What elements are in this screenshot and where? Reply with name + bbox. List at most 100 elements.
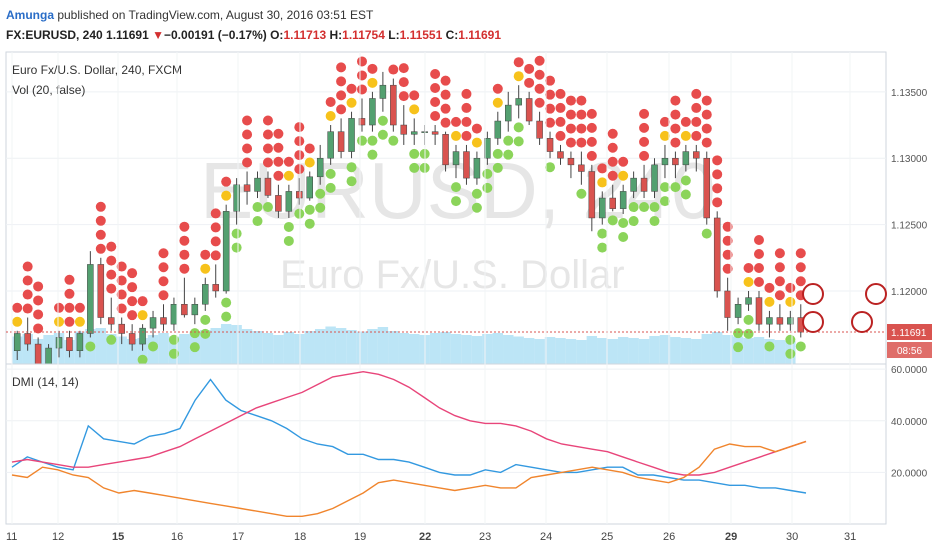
signal-marker-above bbox=[304, 157, 315, 168]
signal-marker-above bbox=[398, 77, 409, 88]
candle-body bbox=[275, 195, 282, 212]
candle-body bbox=[202, 284, 209, 305]
signal-marker-below bbox=[545, 162, 556, 173]
signal-marker-above bbox=[356, 84, 367, 95]
signal-marker-below bbox=[377, 115, 388, 126]
volume-bar bbox=[649, 336, 660, 364]
signal-marker-above bbox=[430, 111, 441, 122]
candle-body bbox=[578, 164, 585, 172]
signal-marker-above bbox=[64, 288, 75, 299]
signal-marker-above bbox=[680, 130, 691, 141]
signal-marker-above bbox=[430, 69, 441, 80]
signal-marker-above bbox=[785, 296, 796, 307]
signal-marker-above bbox=[242, 143, 253, 154]
signal-marker-above bbox=[565, 123, 576, 134]
dmi-lines bbox=[11, 370, 807, 517]
candle-body bbox=[108, 317, 115, 325]
volume-bar bbox=[565, 339, 577, 364]
signal-marker-below bbox=[106, 334, 117, 345]
volume-bar bbox=[523, 338, 535, 364]
signal-marker-above bbox=[639, 136, 650, 147]
signal-marker-above bbox=[492, 97, 503, 108]
volume-bar bbox=[158, 333, 169, 364]
signal-marker-above bbox=[127, 310, 138, 321]
signal-marker-below bbox=[701, 228, 712, 239]
eu-flag-event-icon[interactable] bbox=[802, 311, 824, 333]
event-flag-icons[interactable] bbox=[802, 283, 887, 333]
signal-marker-above bbox=[795, 248, 806, 259]
signal-marker-above bbox=[388, 64, 399, 75]
signal-marker-below bbox=[733, 328, 744, 339]
signal-marker-above bbox=[221, 190, 232, 201]
last-price-tag: 1.11691 08:56 bbox=[887, 324, 932, 359]
dmi-axis[interactable]: 60.0000 40.0000 20.0000 bbox=[891, 365, 928, 479]
signal-marker-below bbox=[649, 216, 660, 227]
signal-marker-above bbox=[294, 136, 305, 147]
dmi-title[interactable]: DMI (14, 14) bbox=[12, 375, 79, 389]
chart-canvas[interactable]: EURUSD, 240 Euro Fx/U.S. Dollar 1.135001… bbox=[0, 48, 932, 550]
candle-body bbox=[55, 337, 63, 349]
us-flag-event-icon[interactable] bbox=[802, 283, 824, 305]
us-flag-event-icon-2[interactable] bbox=[865, 283, 887, 305]
signal-marker-below bbox=[764, 341, 775, 352]
signal-marker-below bbox=[346, 176, 357, 187]
signal-marker-above bbox=[492, 83, 503, 94]
close-value: 1.11691 bbox=[458, 28, 502, 42]
signal-marker-above bbox=[565, 137, 576, 148]
volume-bar bbox=[356, 331, 368, 364]
volume-bar bbox=[482, 334, 493, 364]
signal-marker-below bbox=[597, 228, 608, 239]
signal-marker-above bbox=[356, 70, 367, 81]
volume-bar bbox=[764, 339, 775, 364]
signal-marker-above bbox=[137, 296, 148, 307]
signal-marker-below bbox=[513, 136, 524, 147]
signal-marker-above bbox=[33, 295, 44, 306]
dmi-series-line-0 bbox=[11, 378, 807, 494]
eu-flag-event-icon-2[interactable] bbox=[851, 311, 873, 333]
candle-body bbox=[515, 98, 522, 106]
signal-marker-above bbox=[22, 275, 33, 286]
signal-marker-above bbox=[95, 243, 106, 254]
symbol-label[interactable]: FX:EURUSD, 240 bbox=[6, 28, 103, 42]
signal-marker-above bbox=[722, 221, 733, 232]
candle-body bbox=[410, 131, 418, 135]
signal-marker-above bbox=[545, 75, 556, 86]
signal-marker-above bbox=[127, 282, 138, 293]
signal-marker-above bbox=[95, 215, 106, 226]
signal-marker-above bbox=[659, 130, 670, 141]
signal-marker-above bbox=[597, 177, 608, 188]
signal-marker-above bbox=[409, 90, 420, 101]
candle-body bbox=[431, 131, 439, 135]
candle-body bbox=[442, 134, 449, 166]
dmi-pane[interactable]: 60.0000 40.0000 20.0000 DMI (14, 14) bbox=[5, 52, 928, 525]
signal-marker-above bbox=[127, 268, 138, 279]
volume-bar bbox=[440, 332, 451, 364]
time-axis[interactable]: 11 12 15 16 17 18 19 22 23 24 25 26 29 30 31 bbox=[6, 531, 856, 543]
signal-marker-above bbox=[774, 248, 785, 259]
candle-body bbox=[609, 197, 616, 209]
signal-marker-above bbox=[795, 276, 806, 287]
signal-marker-above bbox=[565, 95, 576, 106]
volume-bar bbox=[670, 337, 681, 364]
candle-body bbox=[787, 317, 794, 325]
author-link[interactable]: Amunga bbox=[6, 8, 54, 22]
signal-marker-above bbox=[534, 69, 545, 80]
signal-marker-above bbox=[440, 89, 451, 100]
candle-body bbox=[337, 131, 345, 152]
candle-body bbox=[181, 304, 188, 316]
signal-marker-below bbox=[743, 314, 754, 325]
price-pane[interactable]: EURUSD, 240 Euro Fx/U.S. Dollar 1.135001… bbox=[5, 51, 932, 371]
signal-marker-above bbox=[440, 75, 451, 86]
signal-marker-above bbox=[64, 316, 75, 327]
volume-bar bbox=[346, 330, 357, 364]
signal-marker-below bbox=[252, 202, 263, 213]
signal-marker-above bbox=[398, 91, 409, 102]
signal-marker-above bbox=[33, 323, 44, 334]
price-axis[interactable]: 1.13500 1.13000 1.12500 1.12000 bbox=[891, 88, 928, 298]
volume-bar bbox=[252, 331, 263, 364]
signal-marker-above bbox=[670, 109, 681, 120]
signal-marker-above bbox=[576, 109, 587, 120]
candle-body bbox=[358, 118, 366, 126]
volume-indicator-label[interactable]: Vol (20, false) bbox=[12, 83, 85, 97]
volume-bar bbox=[429, 333, 441, 364]
